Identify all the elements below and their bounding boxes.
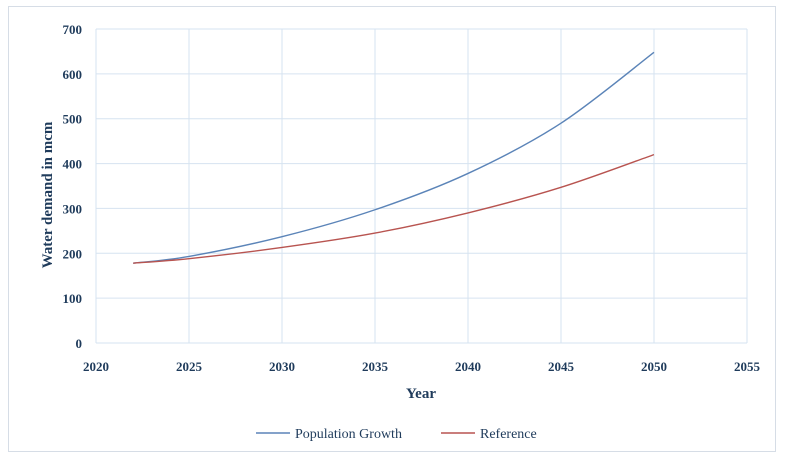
x-tick-label: 2045 bbox=[548, 359, 575, 374]
y-tick-label: 0 bbox=[76, 336, 83, 351]
y-tick-label: 600 bbox=[63, 67, 83, 82]
x-tick-label: 2055 bbox=[734, 359, 761, 374]
x-tick-label: 2035 bbox=[362, 359, 389, 374]
y-tick-label: 500 bbox=[63, 112, 83, 127]
chart-frame bbox=[8, 6, 776, 452]
legend-label-reference: Reference bbox=[480, 427, 537, 442]
y-tick-label: 300 bbox=[63, 201, 83, 216]
y-axis-title: Water demand in mcm bbox=[40, 121, 56, 268]
x-tick-label: 2030 bbox=[269, 359, 295, 374]
x-axis-title: Year bbox=[406, 386, 436, 402]
y-tick-label: 200 bbox=[63, 246, 83, 261]
legend-label-population-growth: Population Growth bbox=[295, 427, 402, 442]
x-tick-label: 2020 bbox=[83, 359, 109, 374]
y-tick-label: 700 bbox=[63, 22, 83, 37]
y-tick-label: 100 bbox=[63, 291, 83, 306]
series-line-reference bbox=[133, 153, 655, 264]
x-tick-label: 2025 bbox=[176, 359, 203, 374]
x-tick-label: 2040 bbox=[455, 359, 481, 374]
x-tick-label: 2050 bbox=[641, 359, 667, 374]
y-tick-label: 400 bbox=[63, 157, 83, 172]
series-line-population-growth bbox=[133, 51, 655, 264]
